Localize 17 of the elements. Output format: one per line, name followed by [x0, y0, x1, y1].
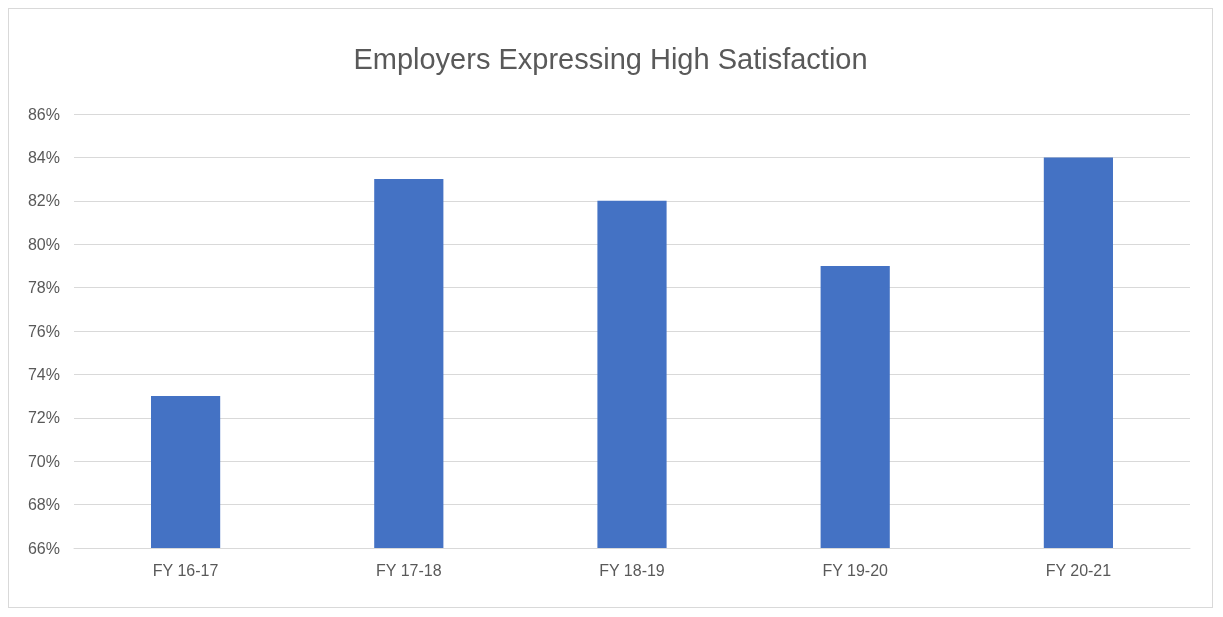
y-tick-label: 74%: [27, 365, 60, 383]
y-tick-label: 78%: [27, 279, 60, 297]
y-tick-label: 68%: [27, 496, 60, 514]
x-tick-label: FY 16-17: [152, 561, 219, 579]
x-tick-label: FY 20-21: [1045, 561, 1112, 579]
y-tick-label: 82%: [27, 192, 60, 210]
y-tick-label: 76%: [27, 322, 60, 340]
y-tick-label: 70%: [27, 452, 60, 470]
y-tick-label: 86%: [27, 105, 60, 123]
x-tick-label: FY 19-20: [822, 561, 889, 579]
x-tick-label: FY 18-19: [599, 561, 665, 579]
y-tick-label: 80%: [27, 235, 60, 253]
y-tick-label: 72%: [27, 409, 60, 427]
chart-title: Employers Expressing High Satisfaction: [353, 42, 868, 75]
y-tick-label: 66%: [27, 539, 60, 557]
x-tick-label: FY 17-18: [376, 561, 442, 579]
y-tick-label: 84%: [27, 148, 60, 166]
